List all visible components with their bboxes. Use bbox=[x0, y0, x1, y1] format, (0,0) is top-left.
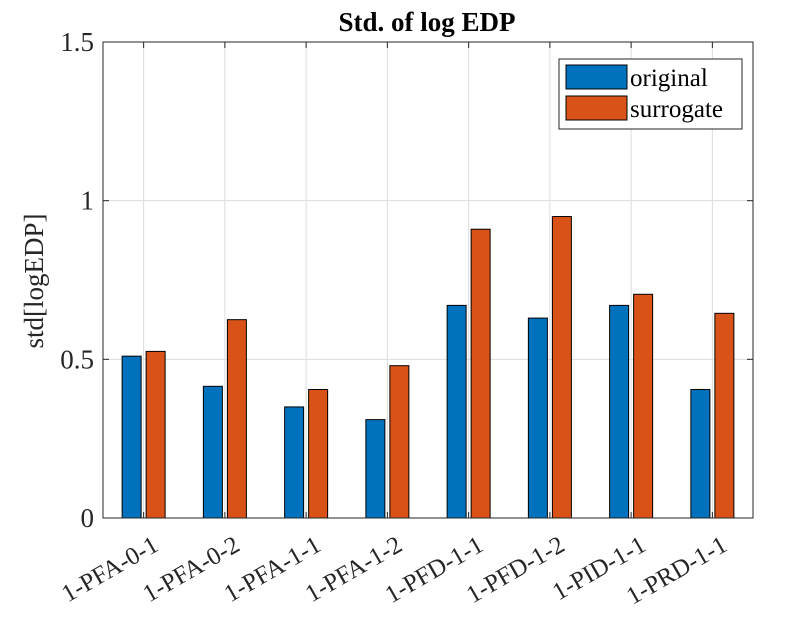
bar-surrogate-1-PID-1-1 bbox=[633, 293, 654, 519]
legend: original surrogate bbox=[558, 58, 743, 130]
y-tick-labels: 0 0.5 1 1.5 bbox=[60, 27, 94, 533]
bar-surrogate-1-PFA-0-1 bbox=[145, 350, 166, 519]
bar-surrogate-1-PFD-1-2 bbox=[551, 216, 572, 519]
y-tick-label: 1.5 bbox=[60, 27, 94, 57]
bar-original-1-PFD-1-2 bbox=[527, 317, 548, 519]
grid-lines bbox=[103, 41, 753, 519]
bar-original-1-PFA-0-1 bbox=[121, 355, 142, 519]
bar-original-1-PID-1-1 bbox=[609, 304, 630, 519]
chart-title: Std. of log EDP bbox=[338, 7, 515, 37]
bars bbox=[121, 216, 735, 519]
bar-original-1-PFD-1-1 bbox=[446, 304, 467, 519]
legend-swatch-original bbox=[565, 64, 628, 90]
bar-original-1-PFA-1-2 bbox=[365, 419, 386, 519]
legend-swatch-surrogate bbox=[565, 95, 628, 121]
y-tick-label: 0.5 bbox=[60, 344, 94, 374]
bar-surrogate-1-PFA-1-2 bbox=[389, 365, 410, 519]
y-tick-label: 1 bbox=[81, 186, 95, 216]
legend-label-surrogate: surrogate bbox=[630, 96, 723, 123]
axes-box bbox=[102, 41, 754, 519]
bar-surrogate-1-PFD-1-1 bbox=[470, 228, 491, 519]
bar-surrogate-1-PFA-0-2 bbox=[226, 319, 247, 519]
bar-surrogate-1-PFA-1-1 bbox=[308, 388, 329, 519]
axis-ticks bbox=[103, 41, 753, 519]
bar-original-1-PFA-1-1 bbox=[284, 406, 305, 519]
bar-original-1-PFA-0-2 bbox=[202, 385, 223, 519]
bar-surrogate-1-PRD-1-1 bbox=[714, 312, 735, 519]
legend-label-original: original bbox=[630, 65, 708, 92]
y-tick-label: 0 bbox=[81, 503, 95, 533]
bar-original-1-PRD-1-1 bbox=[690, 388, 711, 519]
y-axis-label: std[logEDP] bbox=[19, 214, 49, 349]
